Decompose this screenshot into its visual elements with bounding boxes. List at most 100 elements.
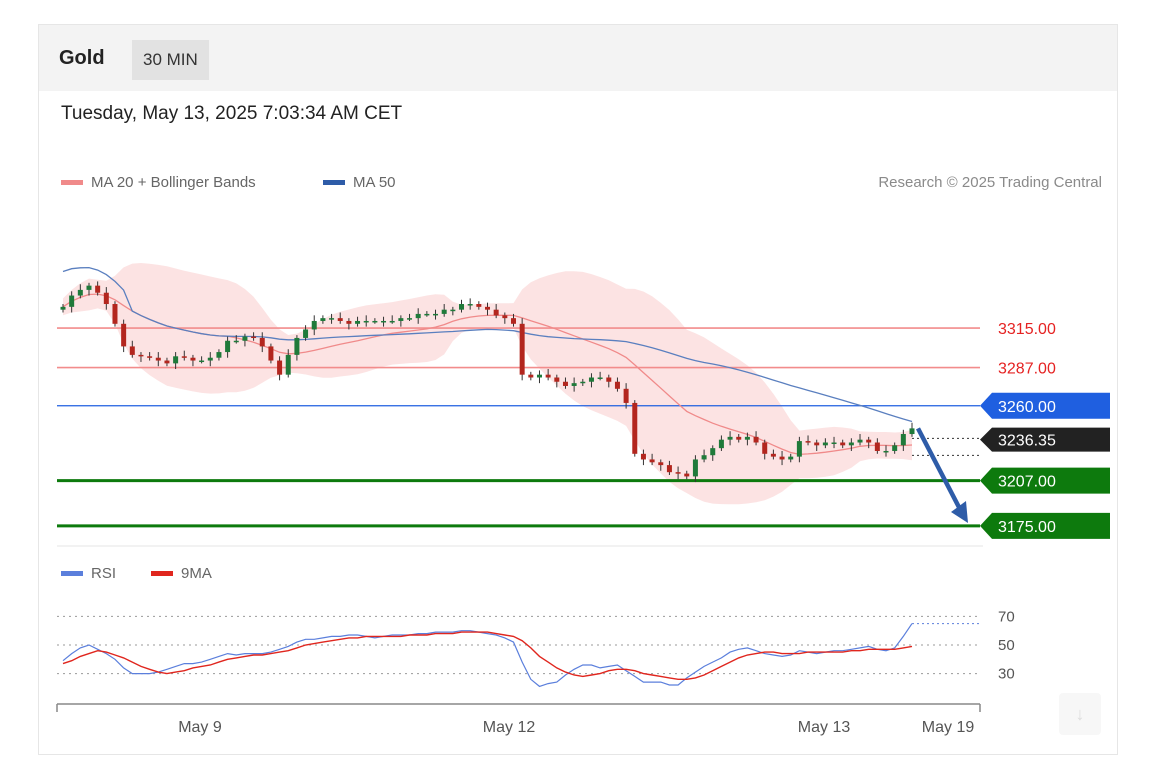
candle bbox=[788, 453, 794, 463]
candle-body bbox=[588, 377, 594, 382]
candle bbox=[779, 450, 785, 466]
candle bbox=[675, 466, 681, 480]
rsi-level-label-30: 30 bbox=[998, 666, 1015, 683]
x-tick-label: May 9 bbox=[178, 719, 222, 736]
candle-body bbox=[727, 436, 733, 440]
level-label-3175: 3175.00 bbox=[998, 519, 1056, 536]
candle-body bbox=[718, 439, 724, 449]
candle-body bbox=[571, 383, 577, 386]
candle bbox=[398, 315, 404, 327]
candle-body bbox=[848, 442, 854, 446]
candle-body bbox=[372, 320, 378, 323]
chart-datetime: Tuesday, May 13, 2025 7:03:34 AM CET bbox=[61, 103, 403, 124]
candle-body bbox=[138, 354, 144, 357]
rsi-level-label-50: 50 bbox=[998, 637, 1015, 654]
candle bbox=[892, 442, 898, 454]
level-tag-bg bbox=[980, 392, 1110, 419]
candle bbox=[285, 349, 291, 378]
candle-body bbox=[762, 442, 768, 454]
candle bbox=[814, 439, 820, 451]
candle-body bbox=[796, 441, 802, 457]
candle bbox=[121, 319, 127, 353]
candle bbox=[874, 438, 880, 454]
candle bbox=[95, 281, 101, 296]
candle bbox=[86, 282, 92, 296]
candle-body bbox=[415, 313, 421, 319]
candle bbox=[684, 470, 690, 480]
candle bbox=[190, 354, 196, 367]
candle bbox=[848, 438, 854, 451]
candle-body bbox=[233, 340, 239, 343]
candle bbox=[155, 352, 161, 367]
candle-body bbox=[285, 354, 291, 375]
candle-body bbox=[251, 336, 257, 339]
candle bbox=[545, 369, 551, 381]
candle-body bbox=[103, 292, 109, 305]
credit-text: Research © 2025 Trading Central bbox=[878, 174, 1102, 191]
candle-body bbox=[190, 357, 196, 361]
candle-body bbox=[736, 436, 742, 440]
candle bbox=[840, 439, 846, 449]
candle bbox=[251, 332, 257, 341]
candle-body bbox=[242, 336, 248, 341]
candle bbox=[614, 377, 620, 392]
bollinger-band-area bbox=[63, 263, 912, 505]
candle bbox=[112, 301, 118, 327]
candle bbox=[493, 304, 499, 319]
candle-body bbox=[562, 381, 568, 386]
candle-body bbox=[225, 340, 231, 353]
candle-body bbox=[788, 456, 794, 460]
candle bbox=[736, 434, 742, 443]
level-label-3287: 3287.00 bbox=[998, 361, 1056, 378]
candle bbox=[216, 349, 222, 361]
candle bbox=[666, 460, 672, 475]
level-tag-bg bbox=[980, 467, 1110, 494]
candle-body bbox=[831, 442, 837, 444]
candle bbox=[467, 298, 473, 310]
candle bbox=[753, 431, 759, 446]
legend-9ma: 9MA bbox=[151, 565, 212, 582]
candle bbox=[519, 318, 525, 381]
candle bbox=[632, 400, 638, 457]
candle-body bbox=[112, 304, 118, 324]
current-price-bg bbox=[980, 427, 1110, 452]
candle-body bbox=[363, 320, 369, 323]
candle bbox=[857, 434, 863, 446]
timeframe-badge[interactable]: 30 MIN bbox=[132, 40, 209, 80]
candle bbox=[459, 299, 465, 313]
candle bbox=[77, 284, 83, 299]
candle-body bbox=[632, 402, 638, 454]
rsi-panel: 70 50 30 bbox=[57, 545, 1015, 688]
bollinger-bands bbox=[63, 263, 912, 505]
level-lines bbox=[57, 327, 980, 528]
candle bbox=[207, 352, 213, 367]
candle bbox=[900, 429, 906, 451]
candle-body bbox=[467, 304, 473, 306]
candle bbox=[259, 332, 265, 353]
download-arrow-icon: ↓ bbox=[1075, 704, 1085, 724]
candle-body bbox=[424, 313, 430, 316]
candle bbox=[164, 357, 170, 367]
candle-body bbox=[337, 318, 343, 321]
level-label-3315: 3315.00 bbox=[998, 321, 1056, 338]
level-tag-3207: 3207.00 bbox=[980, 467, 1110, 494]
candle bbox=[805, 435, 811, 446]
candle-body bbox=[303, 329, 309, 338]
candle-body bbox=[407, 318, 413, 320]
candle bbox=[129, 340, 135, 358]
candle bbox=[597, 371, 603, 381]
ma50-line bbox=[62, 266, 913, 423]
candle bbox=[528, 371, 534, 381]
candle bbox=[433, 309, 439, 320]
candle-body bbox=[155, 357, 161, 361]
candle bbox=[770, 449, 776, 460]
candle-body bbox=[649, 459, 655, 463]
candle-body bbox=[493, 309, 499, 316]
legend-label-rsi: RSI bbox=[91, 565, 117, 582]
candle bbox=[883, 445, 889, 457]
download-button[interactable]: ↓ bbox=[1059, 693, 1101, 735]
candle bbox=[796, 436, 802, 463]
candle bbox=[571, 377, 577, 392]
legend-ma50: MA 50 bbox=[323, 174, 396, 191]
candle-body bbox=[597, 377, 603, 379]
